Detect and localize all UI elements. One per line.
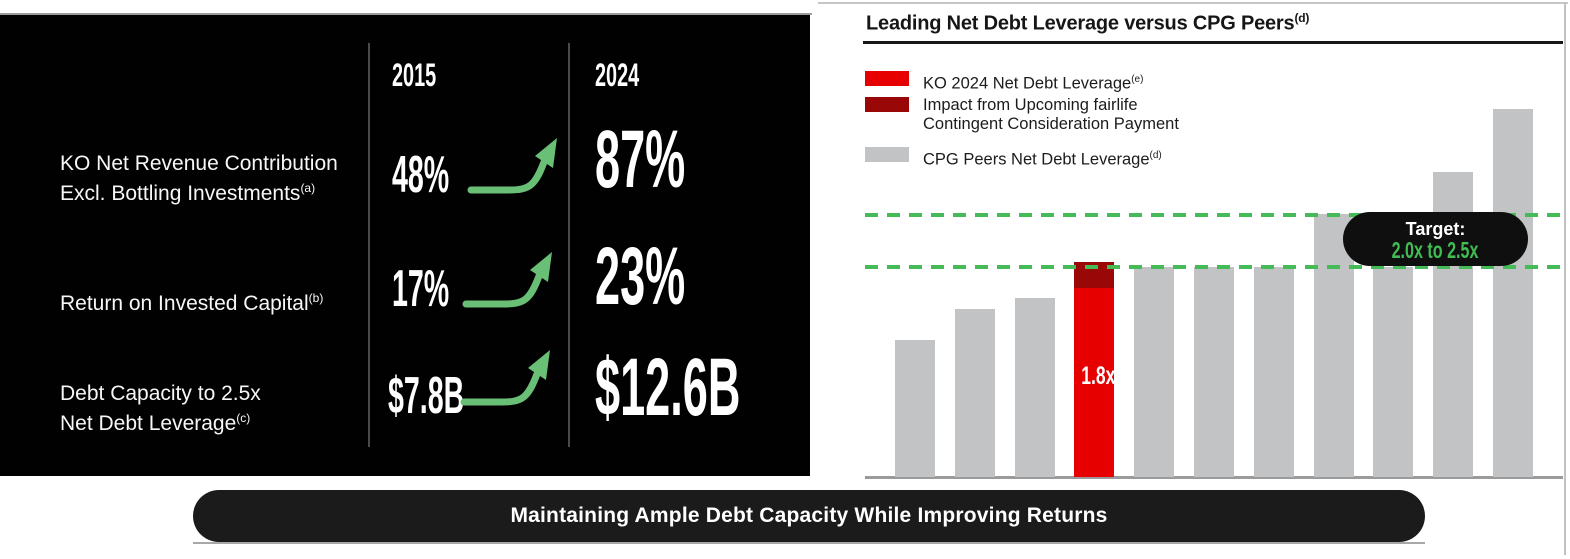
value-2024-debt-capacity: $12.6B — [595, 342, 741, 433]
growth-arrow-icon — [465, 134, 577, 196]
takeaway-banner: Maintaining Ample Debt Capacity While Im… — [193, 490, 1425, 542]
value-2024-net-revenue: 87% — [595, 114, 686, 205]
target-badge-range: 2.0x to 2.5x — [1392, 237, 1479, 263]
peer-bar — [895, 340, 935, 477]
peer-bar — [1194, 267, 1234, 477]
peer-bar — [1373, 267, 1413, 477]
target-dashed-line — [865, 265, 1564, 269]
right-edge-line — [1564, 2, 1566, 555]
column-divider-2015 — [368, 43, 370, 447]
ko-bar: 1.8x — [1074, 262, 1116, 477]
legend-swatch-gray — [865, 147, 909, 162]
column-divider-2024 — [568, 43, 570, 447]
legend-swatch-red — [865, 71, 909, 86]
legend-swatch-darkred — [865, 97, 909, 112]
value-2024-roic: 23% — [595, 231, 686, 322]
growth-arrow-icon — [460, 248, 572, 310]
banner-shadow-line — [193, 542, 1425, 544]
value-2015-debt-capacity: $7.8B — [388, 367, 465, 425]
x-axis-line — [865, 476, 1563, 479]
column-header-2024: 2024 — [595, 57, 640, 93]
top-right-divider-line — [818, 2, 1568, 4]
top-divider-line — [0, 13, 812, 15]
takeaway-banner-text: Maintaining Ample Debt Capacity While Im… — [510, 504, 1108, 527]
target-dashed-line — [865, 213, 1564, 217]
column-header-2015: 2015 — [392, 57, 437, 93]
chart-title-underline — [863, 41, 1563, 44]
growth-arrow-icon — [458, 346, 570, 408]
peer-bar — [1314, 214, 1354, 477]
peer-bar — [1254, 267, 1294, 477]
metrics-panel: 2015 2024 KO Net Revenue Contribution Ex… — [0, 15, 810, 476]
peer-bar — [1015, 298, 1055, 477]
chart-title: Leading Net Debt Leverage versus CPG Pee… — [866, 11, 1310, 35]
legend-item-fairlife: Impact from Upcoming fairlife Contingent … — [865, 96, 1179, 134]
peer-bar — [1134, 267, 1174, 477]
ko-bar-value-label: 1.8x — [1081, 362, 1116, 390]
target-badge-title: Target: — [1405, 219, 1466, 239]
legend-item-peers: CPG Peers Net Debt Leverage(d) — [865, 146, 1162, 170]
value-2015-net-revenue: 48% — [392, 146, 450, 204]
legend-item-ko: KO 2024 Net Debt Leverage(e) — [865, 70, 1143, 94]
bar-plot: 1.8x — [865, 100, 1565, 477]
metric-label-net-revenue: KO Net Revenue Contribution Excl. Bottli… — [60, 152, 338, 205]
target-badge: Target: 2.0x to 2.5x — [1343, 212, 1528, 266]
ko-leverage-segment — [1074, 288, 1114, 477]
value-2015-roic: 17% — [392, 260, 450, 318]
peer-bar — [955, 309, 995, 477]
peer-bar — [1493, 109, 1533, 477]
metric-label-roic: Return on Invested Capital(b) — [60, 291, 324, 315]
metric-label-debt-capacity: Debt Capacity to 2.5x Net Debt Leverage(… — [60, 382, 261, 435]
